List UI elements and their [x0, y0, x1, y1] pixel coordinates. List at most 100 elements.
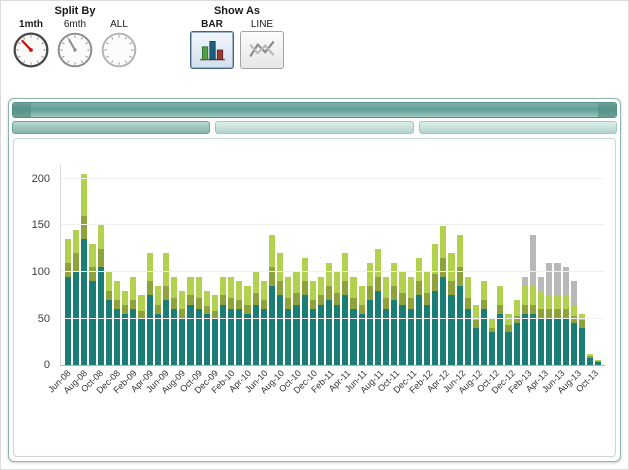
- bar-segment-olive: [448, 281, 455, 296]
- bar-segment-lime: [162, 253, 170, 286]
- dashboard-panel: 0 50 100 150 200 Jun-08 Aug-08 Oct-08 Dec-08 Feb…: [8, 98, 621, 462]
- bar-segment-olive: [179, 309, 186, 319]
- bar-segment-teal: [244, 313, 251, 365]
- bar-Oct-13: [587, 353, 594, 365]
- bar-segment-lime: [105, 272, 112, 291]
- bar-Mar-10: [236, 281, 243, 365]
- bar-Aug-12: [472, 304, 479, 365]
- bar-segment-olive: [505, 325, 512, 333]
- bar-segment-teal: [113, 309, 121, 365]
- bar-segment-lime: [317, 276, 324, 296]
- bar-segment-lime: [407, 276, 414, 299]
- bar-segment-teal: [236, 309, 243, 365]
- bar-segment-teal: [407, 309, 414, 365]
- bar-segment-lime: [374, 248, 382, 277]
- bar-segment-olive: [358, 304, 365, 314]
- bar-segment-lime: [122, 290, 129, 305]
- bar-segment-teal: [489, 332, 496, 365]
- split-by-title: Split By: [54, 5, 96, 17]
- bar-segment-teal: [97, 267, 104, 365]
- bar-segment-olive: [285, 298, 292, 310]
- bar-segment-teal: [203, 313, 210, 365]
- bar-segment-lime: [244, 285, 251, 305]
- bar-segment-olive: [440, 258, 447, 277]
- segment-row: [12, 121, 617, 134]
- bar-segment-lime: [464, 276, 471, 299]
- segment-button-2[interactable]: [215, 121, 414, 134]
- bar-segment-teal: [440, 276, 447, 365]
- bar-segment-teal: [546, 318, 553, 365]
- bar-Jun-09: [162, 253, 170, 365]
- bar-segment-gray: [570, 281, 577, 305]
- bar-segment-olive: [236, 299, 243, 310]
- bar-segment-lime: [219, 276, 227, 296]
- bar-Apr-10: [244, 285, 251, 365]
- bar-Dec-09: [211, 295, 218, 365]
- show-as-option-bar[interactable]: BAR: [187, 18, 237, 69]
- y-tick-label: 100: [31, 265, 50, 278]
- bar-segment-gray: [546, 262, 553, 296]
- bar-segment-lime: [187, 276, 194, 296]
- bar-segment-teal: [89, 281, 96, 365]
- split-by-option-6mth[interactable]: 6mth: [53, 18, 97, 69]
- bar-segment-teal: [374, 290, 382, 365]
- line-button[interactable]: [240, 31, 284, 69]
- bar-segment-olive: [391, 285, 398, 300]
- bar-Feb-13: [521, 276, 528, 365]
- split-by-group: Split By 1mth 6mth: [9, 4, 141, 69]
- bar-segment-lime: [309, 281, 316, 300]
- bar-segment-teal: [195, 309, 202, 365]
- split-by-option-all[interactable]: ALL: [97, 18, 141, 69]
- bar-segment-lime: [252, 272, 259, 294]
- bar-segment-teal: [179, 318, 186, 365]
- bar-segment-lime: [497, 285, 504, 305]
- bar-segment-teal: [383, 309, 390, 365]
- bar-segment-teal: [326, 299, 333, 365]
- segment-button-1[interactable]: [12, 121, 211, 134]
- bar-chart-icon: [200, 41, 225, 61]
- bar-segment-teal: [587, 357, 594, 365]
- bar-segment-olive: [211, 311, 218, 319]
- bar-Aug-13: [570, 281, 577, 365]
- bar-segment-olive: [293, 293, 300, 305]
- bar-segment-teal: [570, 323, 577, 365]
- bar-segment-olive: [122, 304, 129, 314]
- bar-segment-olive: [187, 295, 194, 305]
- bar-segment-olive: [497, 304, 504, 314]
- bar-Dec-12: [505, 313, 512, 365]
- bar-segment-lime: [529, 285, 537, 305]
- segment-button-3[interactable]: [418, 121, 617, 134]
- bar-segment-lime: [366, 262, 373, 286]
- bar-Sep-10: [285, 276, 292, 365]
- bar-Mar-11: [334, 272, 341, 365]
- bar-button[interactable]: [190, 31, 234, 69]
- bar-Jul-13: [562, 267, 569, 365]
- clock-all-icon: [101, 32, 137, 68]
- toolbar: Split By 1mth 6mth: [9, 4, 287, 69]
- bar-segment-olive: [521, 304, 528, 314]
- plot-area: Jun-08 Aug-08 Oct-08 Dec-08 Feb-09 Apr-09 Jun-…: [46, 165, 605, 396]
- bar-segment-lime: [448, 253, 455, 282]
- bar-segment-olive: [105, 290, 112, 300]
- bar-segment-olive: [513, 315, 520, 324]
- bar-segment-teal: [342, 295, 349, 365]
- bar-segment-lime: [65, 239, 72, 263]
- bar-Jan-12: [415, 258, 422, 365]
- bar-segment-teal: [529, 313, 537, 365]
- bar-segment-lime: [146, 253, 153, 282]
- bar-segment-lime: [415, 258, 422, 282]
- bar-segment-teal: [171, 309, 178, 365]
- bar-segment-olive: [407, 298, 414, 310]
- bar-segment-lime: [154, 285, 161, 305]
- bar-segment-teal: [505, 332, 512, 365]
- bar-segment-olive: [171, 298, 178, 310]
- bar-segment-lime: [570, 304, 577, 316]
- split-by-option-1mth[interactable]: 1mth: [9, 18, 53, 69]
- bar-segment-teal: [432, 290, 439, 365]
- bar-Oct-12: [489, 318, 496, 365]
- bar-segment-teal: [521, 313, 528, 365]
- bar-segment-olive: [244, 304, 251, 314]
- show-as-option-line[interactable]: LINE: [237, 18, 287, 69]
- bar-segment-lime: [179, 290, 186, 310]
- bar-segment-teal: [562, 318, 569, 365]
